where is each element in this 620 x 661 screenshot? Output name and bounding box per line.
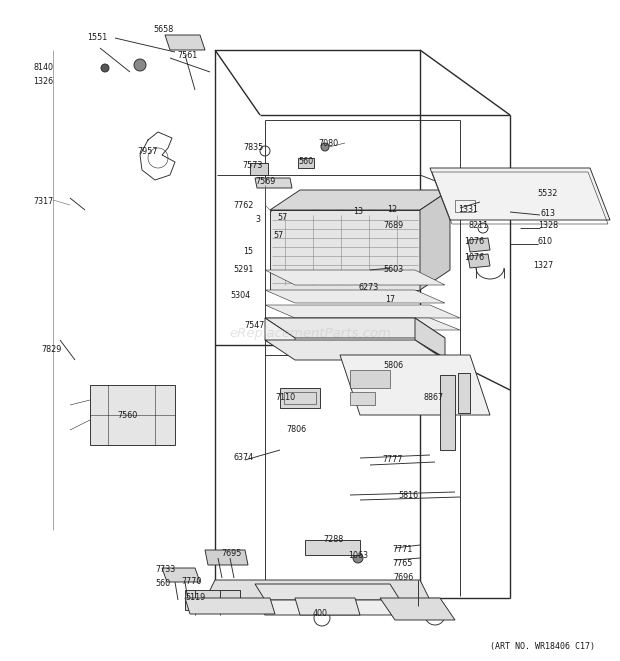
Text: 1328: 1328: [538, 221, 558, 229]
Text: 7733: 7733: [155, 566, 175, 574]
Text: 1331: 1331: [458, 204, 478, 214]
Text: 7288: 7288: [323, 535, 343, 545]
Text: 17: 17: [385, 295, 395, 305]
Text: 6374: 6374: [234, 453, 254, 461]
Polygon shape: [162, 568, 200, 582]
Circle shape: [101, 64, 109, 72]
Text: 6273: 6273: [359, 284, 379, 293]
Text: 7829: 7829: [42, 346, 62, 354]
Polygon shape: [265, 270, 445, 285]
Text: 7765: 7765: [393, 559, 413, 568]
Text: 400: 400: [312, 609, 327, 619]
Text: 57: 57: [278, 214, 288, 223]
Polygon shape: [265, 318, 460, 330]
Text: 5304: 5304: [230, 292, 250, 301]
Polygon shape: [255, 600, 400, 615]
Text: 12: 12: [387, 204, 397, 214]
Text: 7573: 7573: [243, 161, 263, 169]
Text: 7110: 7110: [275, 393, 295, 403]
Polygon shape: [165, 35, 205, 50]
Text: 1076: 1076: [464, 254, 484, 262]
Polygon shape: [270, 190, 450, 210]
Polygon shape: [380, 598, 455, 620]
Text: 8867: 8867: [424, 393, 444, 403]
Polygon shape: [468, 238, 490, 252]
Circle shape: [385, 393, 395, 403]
Text: 7560: 7560: [117, 410, 137, 420]
Polygon shape: [298, 158, 314, 168]
Text: 560: 560: [156, 580, 171, 588]
Polygon shape: [280, 388, 320, 408]
Text: 1063: 1063: [348, 551, 368, 559]
Polygon shape: [185, 598, 275, 614]
Text: 5291: 5291: [234, 266, 254, 274]
Text: 7770: 7770: [182, 578, 202, 586]
Polygon shape: [185, 590, 240, 610]
Circle shape: [321, 143, 329, 151]
Text: 5806: 5806: [383, 360, 403, 369]
Ellipse shape: [530, 182, 560, 198]
Circle shape: [353, 553, 363, 563]
Text: 15: 15: [243, 247, 253, 256]
Text: 5119: 5119: [186, 594, 206, 602]
Text: 7777: 7777: [383, 455, 403, 465]
Text: 613: 613: [541, 210, 556, 219]
Text: eReplacementParts.com: eReplacementParts.com: [229, 327, 391, 340]
Polygon shape: [458, 373, 470, 413]
Polygon shape: [305, 540, 360, 555]
Text: 7695: 7695: [222, 549, 242, 557]
Text: 7547: 7547: [245, 321, 265, 329]
Polygon shape: [295, 598, 360, 615]
Text: 1327: 1327: [533, 260, 553, 270]
Polygon shape: [350, 392, 375, 405]
Text: 57: 57: [273, 231, 283, 241]
Text: 7835: 7835: [243, 143, 263, 153]
Text: 7696: 7696: [393, 572, 413, 582]
Text: 1326: 1326: [33, 77, 53, 87]
Text: 13: 13: [353, 208, 363, 217]
Text: 5816: 5816: [398, 492, 418, 500]
Text: 7080: 7080: [318, 139, 338, 147]
Text: (ART NO. WR18406 C17): (ART NO. WR18406 C17): [490, 642, 595, 652]
Text: 7762: 7762: [234, 202, 254, 210]
Text: 5603: 5603: [383, 264, 403, 274]
Polygon shape: [265, 340, 445, 360]
Text: 3: 3: [255, 215, 260, 225]
Polygon shape: [340, 355, 490, 415]
Text: 1076: 1076: [464, 237, 484, 247]
Text: 7771: 7771: [393, 545, 413, 553]
Polygon shape: [350, 370, 390, 388]
Text: 560: 560: [298, 157, 314, 167]
Circle shape: [376, 393, 386, 403]
Polygon shape: [90, 385, 175, 445]
Text: 7806: 7806: [286, 426, 306, 434]
Polygon shape: [250, 163, 268, 175]
Polygon shape: [265, 290, 445, 303]
Text: 5658: 5658: [153, 24, 173, 34]
Polygon shape: [205, 580, 430, 600]
Polygon shape: [440, 375, 455, 450]
Circle shape: [134, 59, 146, 71]
Text: 8140: 8140: [33, 63, 53, 73]
Polygon shape: [468, 254, 490, 268]
Polygon shape: [415, 318, 445, 358]
Text: 5532: 5532: [538, 188, 558, 198]
Text: 610: 610: [538, 237, 552, 247]
Text: 7561: 7561: [178, 50, 198, 59]
Text: 1551: 1551: [87, 32, 107, 42]
Text: 7957: 7957: [138, 147, 158, 157]
Polygon shape: [255, 178, 292, 188]
Text: 7317: 7317: [33, 198, 53, 206]
Polygon shape: [270, 210, 420, 290]
Polygon shape: [265, 305, 460, 318]
Polygon shape: [265, 318, 295, 358]
Text: 7689: 7689: [383, 221, 403, 231]
Text: 8211: 8211: [469, 221, 489, 229]
Polygon shape: [420, 190, 450, 290]
Polygon shape: [205, 550, 248, 565]
Polygon shape: [265, 318, 445, 338]
Polygon shape: [255, 584, 400, 600]
Text: 7569: 7569: [256, 176, 276, 186]
Polygon shape: [430, 168, 610, 220]
